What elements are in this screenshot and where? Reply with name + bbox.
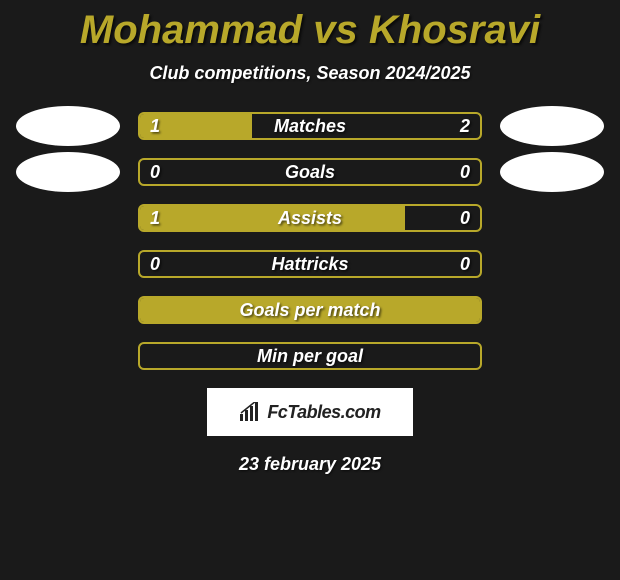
avatar-left xyxy=(16,152,120,192)
date-text: 23 february 2025 xyxy=(0,454,620,475)
stat-row: Min per goal xyxy=(0,342,620,370)
page-title: Mohammad vs Khosravi xyxy=(0,0,620,53)
stat-row: 0Hattricks0 xyxy=(0,250,620,278)
logo-box: FcTables.com xyxy=(207,388,413,436)
stat-row: 1Assists0 xyxy=(0,204,620,232)
bar-label: Goals xyxy=(140,160,480,184)
page-subtitle: Club competitions, Season 2024/2025 xyxy=(0,63,620,84)
stats-area: 1Matches20Goals01Assists00Hattricks0Goal… xyxy=(0,112,620,370)
bar-label: Min per goal xyxy=(140,344,480,368)
stat-bar: 1Assists0 xyxy=(138,204,482,232)
logo-text: FcTables.com xyxy=(267,402,380,423)
comparison-infographic: Mohammad vs Khosravi Club competitions, … xyxy=(0,0,620,580)
bar-label: Matches xyxy=(140,114,480,138)
bar-label: Assists xyxy=(140,206,480,230)
bar-label: Hattricks xyxy=(140,252,480,276)
avatar-right xyxy=(500,152,604,192)
stat-row: 0Goals0 xyxy=(0,158,620,186)
avatar-left xyxy=(16,106,120,146)
bar-value-right: 0 xyxy=(460,206,470,230)
stat-bar: 1Matches2 xyxy=(138,112,482,140)
stat-bar: Goals per match xyxy=(138,296,482,324)
bar-label: Goals per match xyxy=(140,298,480,322)
avatar-right xyxy=(500,106,604,146)
stat-bar: 0Hattricks0 xyxy=(138,250,482,278)
bar-value-right: 0 xyxy=(460,252,470,276)
stat-row: 1Matches2 xyxy=(0,112,620,140)
stat-bar: Min per goal xyxy=(138,342,482,370)
chart-icon xyxy=(239,402,261,422)
bar-value-right: 2 xyxy=(460,114,470,138)
bar-value-right: 0 xyxy=(460,160,470,184)
stat-row: Goals per match xyxy=(0,296,620,324)
stat-bar: 0Goals0 xyxy=(138,158,482,186)
